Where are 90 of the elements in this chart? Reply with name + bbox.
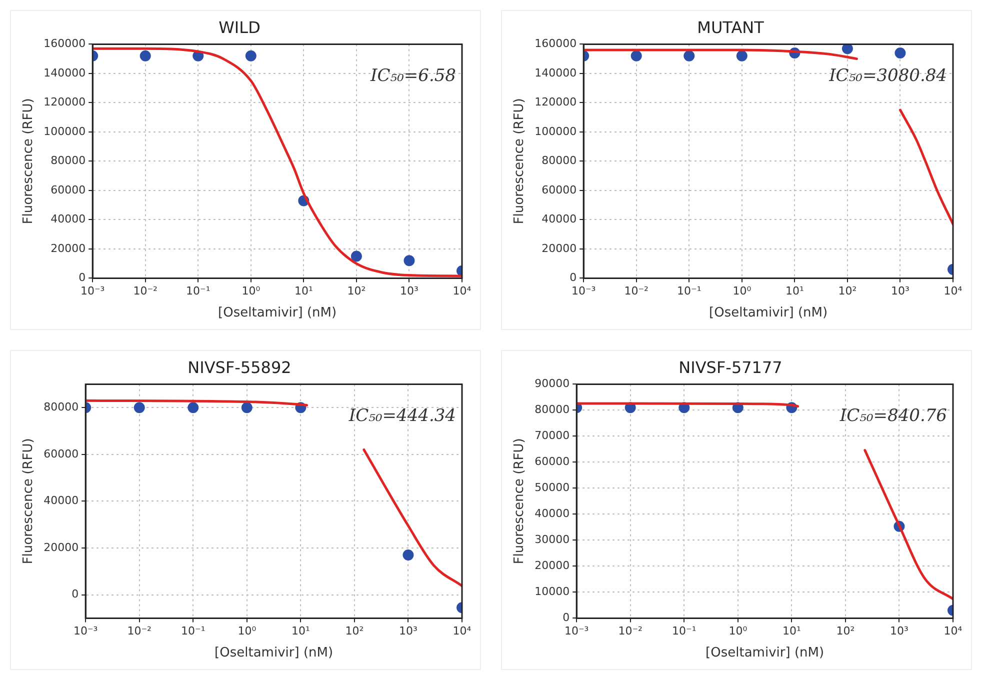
x-tick-label: 10⁻³ xyxy=(564,624,589,638)
y-tick-label: 80000 xyxy=(534,403,570,416)
x-tick-label: 10⁻¹ xyxy=(186,284,210,298)
point xyxy=(245,50,256,62)
x-tick-label: 10⁻² xyxy=(618,624,642,638)
y-tick-label: 40000 xyxy=(534,507,570,520)
x-axis-title: [Oseltamivir] (nM) xyxy=(214,646,334,661)
x-tick-label: 10³ xyxy=(399,624,418,638)
y-tick-label: 120000 xyxy=(44,96,86,109)
x-axis-title: [Oseltamivir] (nM) xyxy=(218,306,337,321)
x-tick-label: 10¹ xyxy=(785,284,804,298)
y-tick-label: 30000 xyxy=(534,533,570,546)
x-tick-label: 10⁴ xyxy=(944,624,963,638)
point xyxy=(630,50,642,62)
x-tick-label: 10² xyxy=(345,624,364,638)
x-tick-label: 10⁻¹ xyxy=(672,624,696,638)
chart-title: MUTANT xyxy=(697,18,764,37)
x-axis-title: [Oseltamivir] (nM) xyxy=(709,306,828,321)
y-tick-label: 60000 xyxy=(534,455,570,468)
x-tick-label: 10⁻¹ xyxy=(181,624,206,638)
y-tick-label: 10000 xyxy=(534,585,570,598)
y-axis-title: Fluorescence (RFU) xyxy=(512,98,528,224)
point xyxy=(842,44,853,54)
y-tick-label: 0 xyxy=(570,271,577,284)
point xyxy=(684,50,695,62)
y-tick-label: 0 xyxy=(78,271,86,284)
x-tick-label: 10³ xyxy=(890,624,908,638)
x-tick-label: 10¹ xyxy=(291,624,310,638)
annotation: IC₅₀=444.34 xyxy=(348,406,456,426)
y-tick-label: 140000 xyxy=(44,66,86,80)
y-tick-label: 40000 xyxy=(44,494,79,508)
x-tick-label: 10³ xyxy=(400,284,418,298)
point xyxy=(736,50,748,62)
y-tick-label: 40000 xyxy=(542,212,577,226)
chart-title: NIVSF-55892 xyxy=(188,358,292,377)
y-axis-title: Fluorescence (RFU) xyxy=(21,98,36,224)
y-tick-label: 0 xyxy=(72,588,79,601)
x-tick-label: 10¹ xyxy=(294,284,313,298)
annotation: IC₅₀=6.58 xyxy=(370,66,456,86)
chart-title: WILD xyxy=(218,18,260,37)
x-axis-title: [Oseltamivir] (nM) xyxy=(706,646,824,661)
x-tick-label: 10⁻² xyxy=(127,624,152,638)
point xyxy=(894,47,906,58)
y-tick-label: 80000 xyxy=(542,154,577,168)
point xyxy=(350,250,362,262)
x-tick-label: 10⁰ xyxy=(242,284,261,298)
x-tick-label: 10⁰ xyxy=(728,624,748,638)
x-tick-label: 10² xyxy=(347,284,366,298)
y-tick-label: 140000 xyxy=(534,66,577,80)
x-tick-label: 10² xyxy=(836,624,855,638)
x-tick-label: 10⁻¹ xyxy=(677,284,702,298)
x-tick-label: 10⁻³ xyxy=(571,284,596,298)
y-tick-label: 20000 xyxy=(542,242,577,255)
annotation: IC₅₀=3080.84 xyxy=(828,66,947,86)
y-tick-label: 60000 xyxy=(44,447,79,460)
point xyxy=(404,255,415,266)
y-tick-label: 20000 xyxy=(44,540,79,554)
point xyxy=(140,50,151,62)
y-tick-label: 90000 xyxy=(534,377,570,390)
x-tick-label: 10⁴ xyxy=(452,284,472,298)
x-tick-label: 10⁰ xyxy=(238,624,257,638)
x-tick-label: 10⁻² xyxy=(133,284,158,298)
x-tick-label: 10¹ xyxy=(782,624,801,638)
y-tick-label: 100000 xyxy=(44,124,86,138)
x-tick-label: 10² xyxy=(838,284,857,298)
chart-title: NIVSF-57177 xyxy=(678,358,782,377)
y-tick-label: 80000 xyxy=(44,400,79,414)
y-tick-label: 160000 xyxy=(44,37,86,50)
x-tick-label: 10⁰ xyxy=(732,284,752,298)
x-tick-label: 10⁴ xyxy=(452,624,472,638)
y-tick-label: 50000 xyxy=(534,481,570,494)
x-tick-label: 10⁻³ xyxy=(73,624,98,638)
x-tick-label: 10³ xyxy=(891,284,910,298)
x-tick-label: 10⁴ xyxy=(944,284,963,298)
y-tick-label: 0 xyxy=(562,611,570,624)
x-tick-label: 10⁻² xyxy=(624,284,648,298)
y-tick-label: 20000 xyxy=(534,559,570,572)
y-tick-label: 20000 xyxy=(50,242,86,255)
annotation: IC₅₀=840.76 xyxy=(838,406,948,426)
y-tick-label: 70000 xyxy=(534,429,570,442)
x-tick-label: 10⁻³ xyxy=(80,284,105,298)
y-axis-title: Fluorescence (RFU) xyxy=(512,438,528,564)
y-tick-label: 120000 xyxy=(534,96,577,109)
y-tick-label: 40000 xyxy=(50,212,86,226)
y-tick-label: 60000 xyxy=(542,183,577,196)
y-tick-label: 160000 xyxy=(534,37,577,50)
y-axis-title: Fluorescence (RFU) xyxy=(21,438,36,564)
y-tick-label: 100000 xyxy=(534,124,577,138)
y-tick-label: 80000 xyxy=(50,154,86,168)
y-tick-label: 60000 xyxy=(50,183,86,196)
